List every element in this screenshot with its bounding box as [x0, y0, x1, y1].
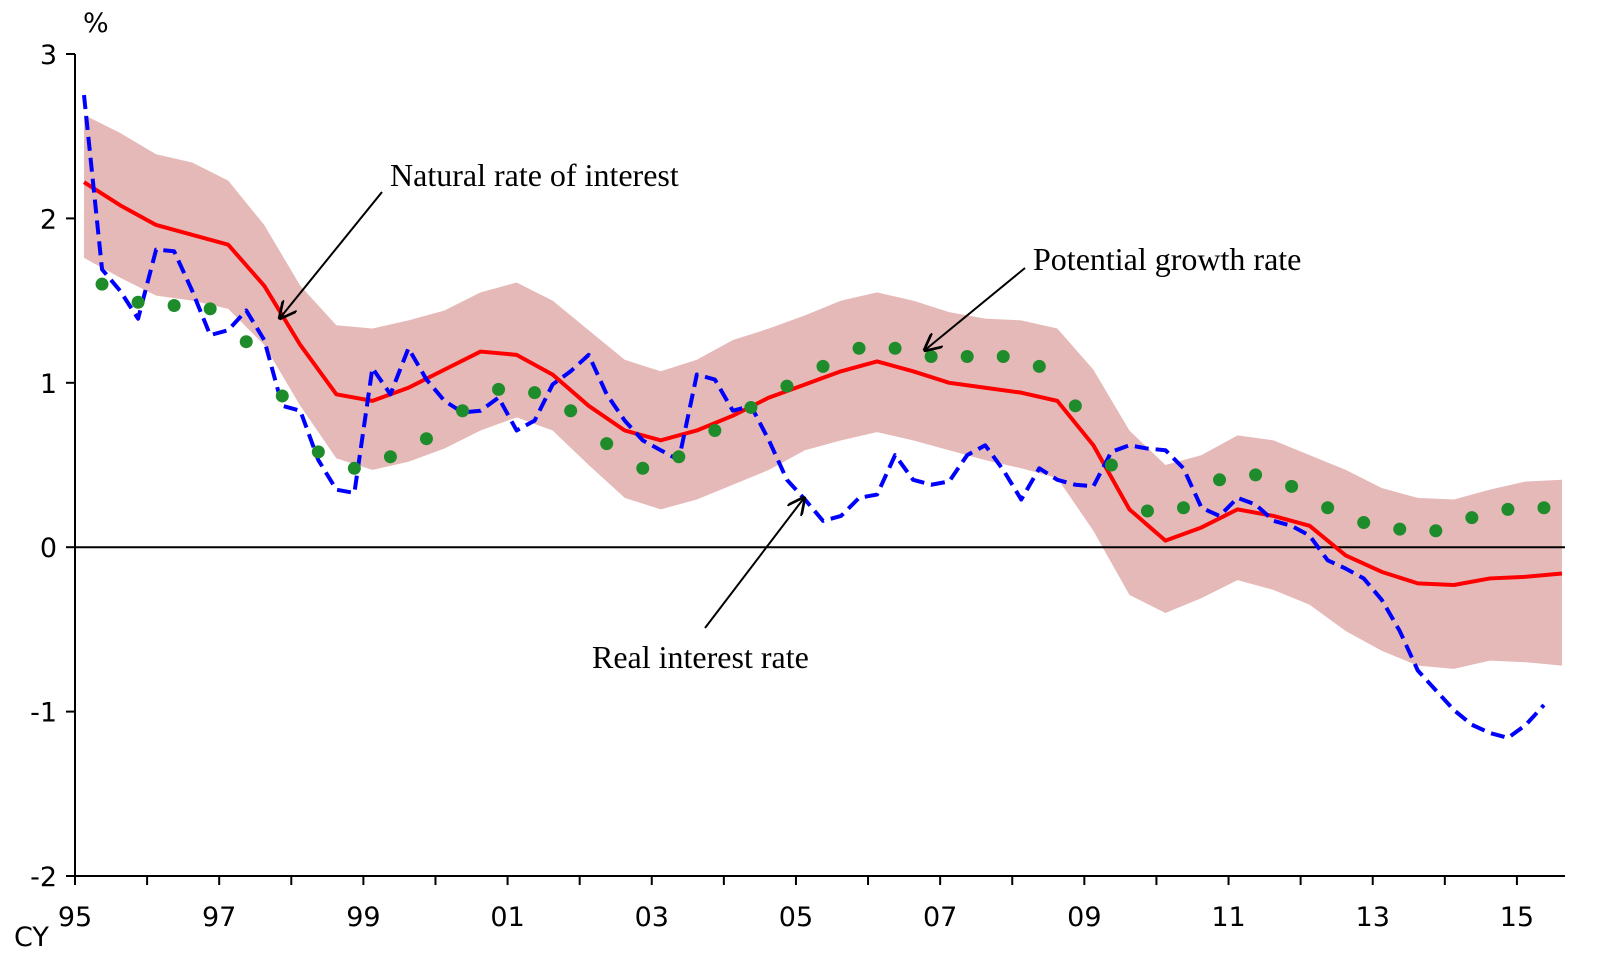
- x-tick-label: 97: [202, 902, 236, 933]
- x-tick-label: 99: [346, 902, 380, 933]
- data-point: [1501, 502, 1515, 516]
- confidence-band: [84, 114, 1562, 669]
- data-point: [1032, 359, 1046, 373]
- data-point: [492, 382, 506, 396]
- data-point: [203, 302, 217, 316]
- data-point: [1140, 504, 1154, 518]
- series-line: [82, 180, 1563, 588]
- data-point: [1213, 473, 1227, 487]
- x-tick-label: 15: [1500, 902, 1534, 933]
- plot-area: [75, 94, 1565, 740]
- x-tick-label: 95: [58, 902, 92, 933]
- data-point: [1321, 501, 1335, 515]
- data-point: [780, 379, 794, 393]
- x-tick-label: 09: [1067, 902, 1101, 933]
- data-point: [1537, 501, 1551, 515]
- data-point: [419, 432, 433, 446]
- data-point: [347, 461, 361, 475]
- data-point: [1104, 458, 1118, 472]
- y-tick-label: 3: [40, 40, 57, 71]
- x-unit: CY: [14, 922, 49, 953]
- data-point: [924, 349, 938, 363]
- y-tick-label: -2: [30, 862, 57, 893]
- data-point: [275, 389, 289, 403]
- data-point: [1429, 524, 1443, 538]
- data-point: [888, 341, 902, 355]
- data-point: [600, 437, 614, 451]
- arrow: [925, 267, 1026, 350]
- x-tick-label: 05: [779, 902, 813, 933]
- y-tick-label: 2: [40, 204, 57, 235]
- data-point: [383, 450, 397, 464]
- data-point: [528, 386, 542, 400]
- x-tick-label: 07: [923, 902, 957, 933]
- y-tick-label: -1: [30, 698, 57, 729]
- data-point: [1465, 511, 1479, 525]
- data-point: [1176, 501, 1190, 515]
- data-point: [167, 299, 181, 313]
- data-point: [311, 445, 325, 459]
- data-point: [239, 335, 253, 349]
- y-unit: %: [83, 8, 109, 39]
- data-point: [95, 277, 109, 291]
- data-point: [456, 404, 470, 418]
- data-point: [1357, 516, 1371, 530]
- data-point: [672, 450, 686, 464]
- series-line: [82, 94, 1546, 740]
- x-tick-label: 11: [1211, 902, 1245, 933]
- annotation: Real interest rate: [592, 639, 809, 675]
- data-point: [708, 423, 722, 437]
- data-point: [564, 404, 578, 418]
- data-point: [1249, 468, 1263, 482]
- x-tick-label: 13: [1356, 902, 1390, 933]
- x-tick-label: 01: [490, 902, 524, 933]
- data-point: [1285, 479, 1299, 493]
- data-point: [131, 295, 145, 309]
- data-point: [852, 341, 866, 355]
- annotation: Potential growth rate: [1033, 241, 1301, 277]
- data-point: [816, 359, 830, 373]
- data-point: [996, 349, 1010, 363]
- x-tick-label: 03: [635, 902, 669, 933]
- arrow: [704, 498, 804, 629]
- data-point: [1068, 399, 1082, 413]
- y-tick-label: 1: [40, 369, 57, 400]
- y-tick-label: 0: [40, 533, 57, 564]
- data-point: [636, 461, 650, 475]
- annotation: Natural rate of interest: [390, 157, 679, 193]
- arrow: [280, 191, 383, 318]
- data-point: [1393, 522, 1407, 536]
- data-point: [960, 349, 974, 363]
- data-point: [744, 400, 758, 414]
